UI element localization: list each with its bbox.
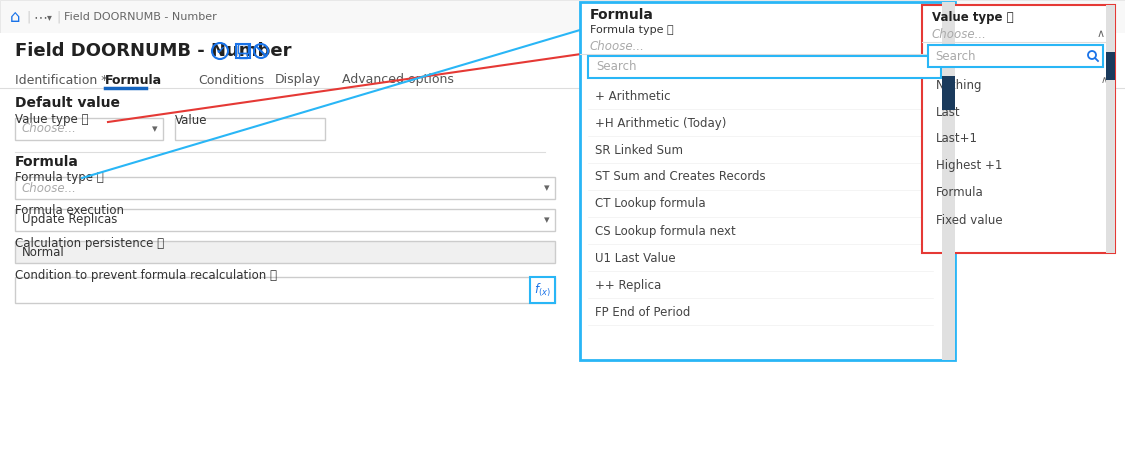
Text: Condition to prevent formula recalculation ⓘ: Condition to prevent formula recalculati… [15,270,277,283]
Bar [15,277,555,303]
Text: ∧: ∧ [1097,29,1105,39]
Text: ⋯: ⋯ [33,10,47,24]
Text: CT Lookup formula: CT Lookup formula [595,198,705,211]
Text: Nothing: Nothing [936,78,982,92]
Text: Choose...: Choose... [590,39,645,53]
Text: Formula execution: Formula execution [15,204,124,217]
Text: Normal: Normal [22,246,65,259]
Bar [530,277,555,303]
Text: |: | [26,10,30,24]
Bar [1106,52,1115,80]
Bar [928,45,1102,67]
Text: Choose...: Choose... [22,122,76,135]
Text: Formula: Formula [936,187,983,199]
Text: Last+1: Last+1 [936,132,978,145]
Text: Value type ⓘ: Value type ⓘ [932,11,1014,24]
Text: + Arithmetic: + Arithmetic [595,90,670,102]
Bar [238,53,248,58]
Text: U1 Last Value: U1 Last Value [595,251,676,265]
Text: |: | [56,10,61,24]
Bar [236,44,250,58]
Text: Choose...: Choose... [932,28,987,40]
Bar [15,241,555,263]
Text: Calculation persistence ⓘ: Calculation persistence ⓘ [15,236,164,250]
Text: ∧: ∧ [1100,75,1107,85]
Bar [15,177,555,199]
Text: CS Lookup formula next: CS Lookup formula next [595,225,736,237]
Text: Value type ⓘ: Value type ⓘ [15,114,89,126]
Text: Value: Value [176,114,207,126]
Text: ⌂: ⌂ [10,8,20,26]
Text: Field DOORNUMB - Number: Field DOORNUMB - Number [15,42,291,60]
Bar [0,0,1125,33]
Bar [15,118,163,140]
Text: Formula type ⓘ: Formula type ⓘ [15,172,104,184]
Text: ST Sum and Creates Records: ST Sum and Creates Records [595,170,766,183]
Text: Default value: Default value [15,96,120,110]
Text: Identification *: Identification * [15,73,108,87]
Text: Advanced options: Advanced options [342,73,453,87]
Text: +H Arithmetic (Today): +H Arithmetic (Today) [595,116,727,130]
Text: Search: Search [596,61,637,73]
Bar [1106,5,1115,253]
Text: Conditions: Conditions [198,73,264,87]
Text: ✔: ✔ [215,46,225,56]
Bar [942,76,955,110]
Text: Choose...: Choose... [22,182,76,194]
Text: Highest +1: Highest +1 [936,159,1002,173]
Text: Formula: Formula [590,8,654,22]
Bar [15,209,555,231]
Text: Field DOORNUMB - Number: Field DOORNUMB - Number [64,12,217,22]
Text: ++ Replica: ++ Replica [595,279,661,291]
Text: Last: Last [936,106,961,119]
Text: SR Linked Sum: SR Linked Sum [595,144,683,156]
Text: Formula: Formula [15,155,79,169]
Text: Fixed value: Fixed value [936,213,1002,226]
Bar [580,2,955,360]
Text: Display: Display [274,73,321,87]
Text: ▾: ▾ [47,12,52,22]
Text: FP End of Period: FP End of Period [595,305,691,318]
Bar [0,33,1125,68]
Bar [176,118,325,140]
Text: ▾: ▾ [152,124,158,134]
Text: Formula: Formula [105,73,162,87]
Text: Update Replicas: Update Replicas [22,213,117,226]
Bar [942,2,955,360]
Text: ▾: ▾ [544,215,550,225]
Text: $f_{(x)}$: $f_{(x)}$ [533,281,550,299]
Text: Formula type ⓘ: Formula type ⓘ [590,25,674,35]
Bar [922,5,1115,253]
Text: ▾: ▾ [544,183,550,193]
Bar [588,56,940,78]
Text: Search: Search [935,49,975,63]
Bar [238,44,248,53]
